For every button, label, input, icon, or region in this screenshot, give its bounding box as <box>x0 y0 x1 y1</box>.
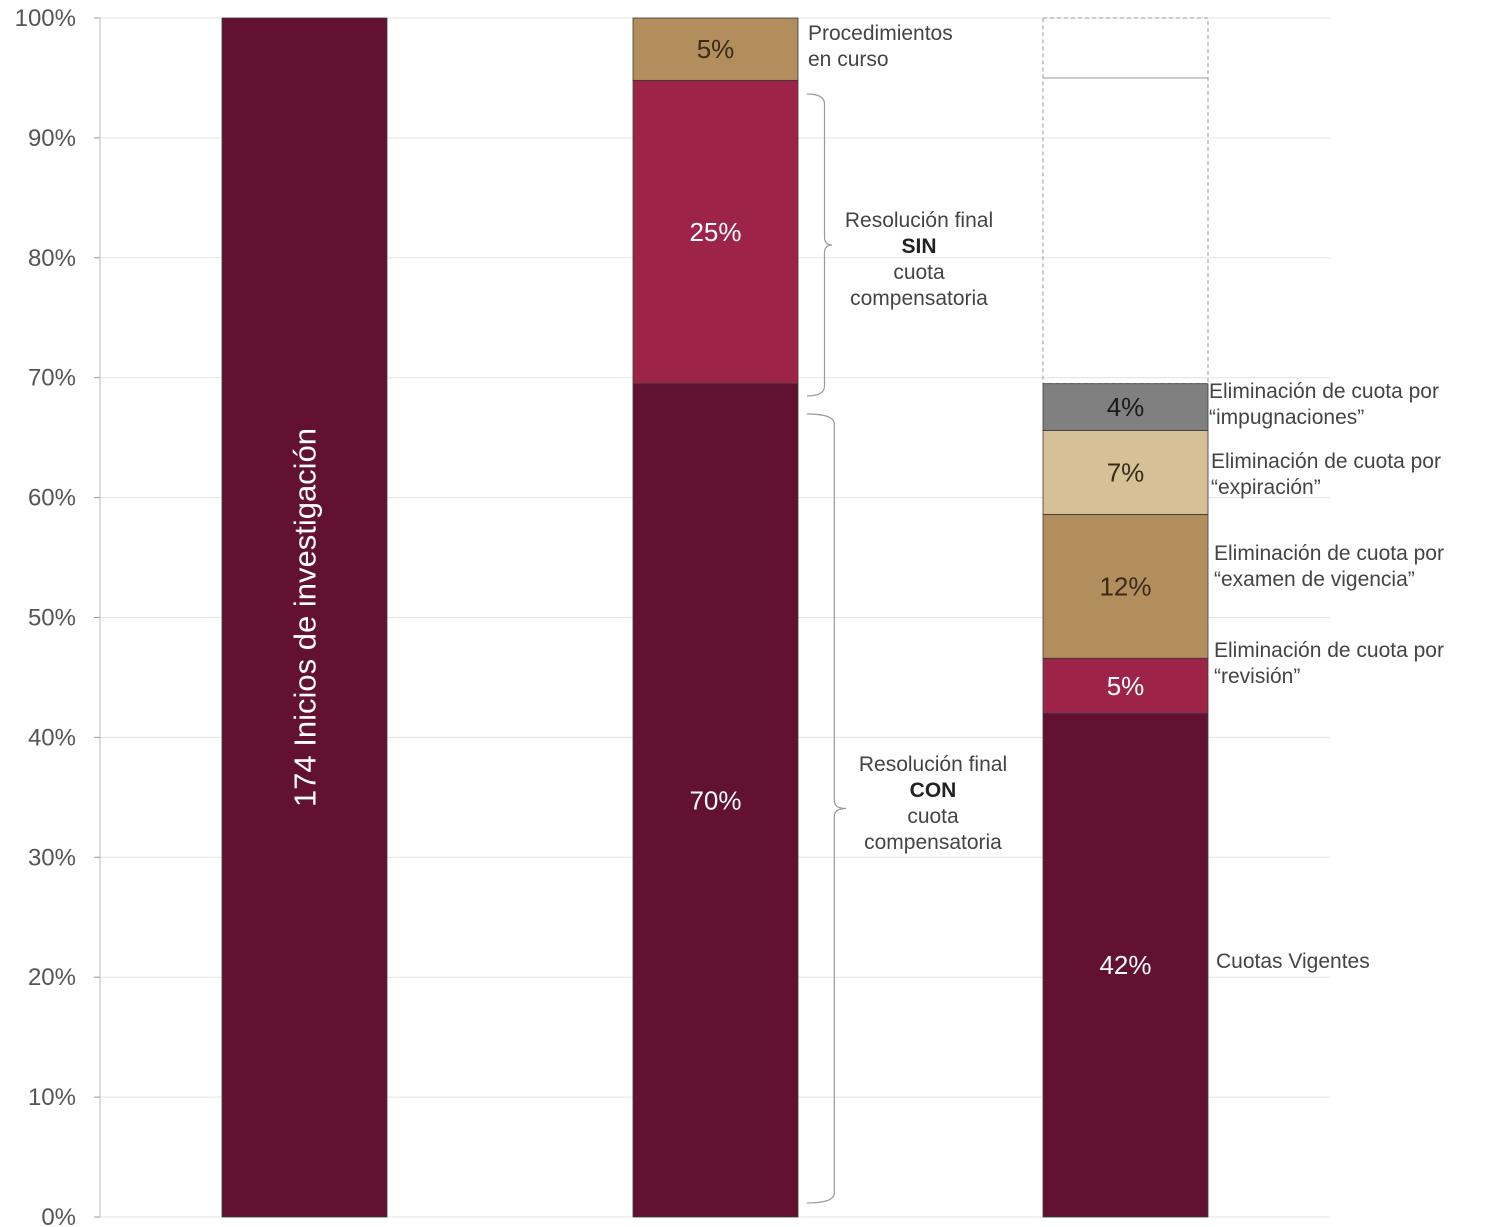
segment-value-label: 5% <box>1107 671 1145 701</box>
annotation-line: Resolución final <box>859 753 1007 776</box>
annotation-line: Eliminación de cuota por <box>1209 380 1439 403</box>
bar-segment <box>632 17 799 81</box>
y-tick-label: 0% <box>41 1204 76 1227</box>
bracket-brace <box>806 93 833 397</box>
annotation-line: “expiración” <box>1211 476 1321 499</box>
y-tick-label: 70% <box>28 365 76 392</box>
annotation-line: compensatoria <box>850 287 988 310</box>
y-tick-label: 30% <box>28 844 76 871</box>
annotation-line: Procedimientos <box>808 22 953 45</box>
bar-segment <box>1042 430 1209 515</box>
bar-1: 174 Inicios de investigación <box>221 17 388 1218</box>
annotation-line: “impugnaciones” <box>1209 406 1364 429</box>
annotation-line: Resolución final <box>845 209 993 232</box>
segment-value-label: 12% <box>1099 571 1151 601</box>
y-tick-label: 20% <box>28 964 76 991</box>
y-tick-label: 10% <box>28 1084 76 1111</box>
bars: 174 Inicios de investigación 70% 25% 5% 42% 5… <box>221 17 1209 1218</box>
bar-2: 70% 25% 5% <box>632 17 799 1218</box>
y-tick-label: 90% <box>28 125 76 152</box>
segment-value-label: 25% <box>689 217 741 247</box>
bracket-brace <box>806 413 847 1204</box>
annotation-line: CON <box>910 779 957 802</box>
segment-value-label: 7% <box>1107 457 1145 487</box>
bar-segment <box>632 383 799 1218</box>
y-tick-label: 40% <box>28 724 76 751</box>
bar-segment <box>1042 657 1209 714</box>
annotation-sin: Resolución final SIN cuota compensatoria <box>845 209 993 310</box>
segment-value-label: 42% <box>1099 950 1151 980</box>
segment-value-label: 5% <box>697 34 735 64</box>
annotation-line: Cuotas Vigentes <box>1216 950 1370 973</box>
annotation-con: Resolución final CON cuota compensatoria <box>859 753 1007 854</box>
bar-segment <box>1042 383 1209 431</box>
annotation-line: Eliminación de cuota por <box>1214 542 1444 565</box>
bar-segment <box>632 79 799 385</box>
annotation-line: Eliminación de cuota por <box>1211 450 1441 473</box>
annotation-vigentes: Cuotas Vigentes <box>1216 950 1370 973</box>
annotation-impugnaciones: Eliminación de cuota por “impugnaciones” <box>1209 380 1439 429</box>
bar-segment <box>1042 713 1209 1218</box>
y-tick-label: 80% <box>28 245 76 272</box>
outline-remainder <box>1042 17 1209 385</box>
annotation-en_curso: Procedimientos en curso <box>808 22 953 71</box>
annotation-revision: Eliminación de cuota por “revisión” <box>1214 639 1444 688</box>
y-tick-label: 60% <box>28 485 76 512</box>
annotation-line: en curso <box>808 48 889 71</box>
segment-value-label: 70% <box>689 785 741 815</box>
bar-vertical-label: 174 Inicios de investigación <box>288 428 323 807</box>
annotation-line: cuota <box>907 805 959 828</box>
annotation-line: “revisión” <box>1214 665 1300 688</box>
y-axis-ticks: 0% 10% 20% 30% 40% 50% 60% 70% 80% 90% 100% <box>15 5 100 1227</box>
annotation-line: compensatoria <box>864 831 1002 854</box>
bar-segment <box>1042 513 1209 659</box>
annotation-line: “examen de vigencia” <box>1214 568 1415 591</box>
segment-value-label: 4% <box>1107 392 1145 422</box>
annotations: Procedimientos en curso Resolución final SI… <box>806 22 1444 1204</box>
annotation-line: Eliminación de cuota por <box>1214 639 1444 662</box>
annotation-line: SIN <box>901 235 936 258</box>
bar-3: 42% 5% 12% 7% 4% <box>1042 17 1209 1218</box>
bar-segment <box>221 17 388 1218</box>
annotation-expiracion: Eliminación de cuota por “expiración” <box>1211 450 1441 499</box>
annotation-examen: Eliminación de cuota por “examen de vigen… <box>1214 542 1444 591</box>
annotation-line: cuota <box>893 261 945 284</box>
y-tick-label: 100% <box>15 5 76 32</box>
y-tick-label: 50% <box>28 605 76 632</box>
